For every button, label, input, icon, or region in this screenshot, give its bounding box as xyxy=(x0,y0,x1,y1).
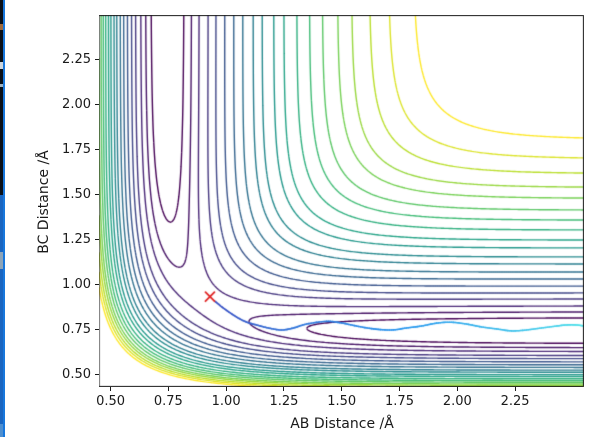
x-tick-label: 1.75 xyxy=(385,394,414,409)
x-tick-label: 0.75 xyxy=(153,394,183,409)
x-tick-label: 2.25 xyxy=(500,394,530,409)
y-tick-label: 1.50 xyxy=(62,186,91,202)
y-tick-mark xyxy=(95,284,99,286)
y-tick-label: 0.50 xyxy=(62,366,91,382)
y-tick-mark xyxy=(95,239,99,241)
x-tick-mark xyxy=(283,387,285,391)
y-tick-label: 0.75 xyxy=(62,321,91,337)
y-tick-label: 1.75 xyxy=(62,141,91,157)
x-tick-mark xyxy=(399,387,401,391)
window-edge-strip xyxy=(0,0,6,437)
x-tick-mark xyxy=(514,387,516,391)
window-edge-top xyxy=(0,0,3,195)
window-edge-mark xyxy=(0,84,3,87)
x-tick-mark xyxy=(110,387,112,391)
y-tick-mark xyxy=(95,59,99,61)
window-edge-mark xyxy=(0,424,3,437)
y-tick-mark xyxy=(95,149,99,151)
window-edge-accent-line xyxy=(2,0,5,437)
x-axis-label: AB Distance /Å xyxy=(290,416,394,432)
y-tick-label: 1.00 xyxy=(62,276,91,292)
x-tick-label: 2.00 xyxy=(442,394,472,409)
x-tick-label: 1.00 xyxy=(211,394,241,409)
y-tick-label: 1.25 xyxy=(62,231,91,247)
contour-plot-canvas xyxy=(99,15,584,387)
window-edge-mark xyxy=(0,252,3,269)
y-tick-label: 2.25 xyxy=(62,51,91,67)
y-tick-mark xyxy=(95,329,99,331)
y-axis-label: BC Distance /Å xyxy=(36,150,52,254)
x-tick-label: 1.50 xyxy=(327,394,357,409)
window-edge-mark xyxy=(0,62,3,69)
window-edge-bottom xyxy=(0,195,3,437)
x-tick-mark xyxy=(225,387,227,391)
x-tick-mark xyxy=(456,387,458,391)
x-tick-mark xyxy=(167,387,169,391)
y-tick-mark xyxy=(95,104,99,106)
figure: 0.50 0.75 1.00 1.25 1.50 1.75 2.00 2.25 0.50 0.75… xyxy=(6,0,602,437)
y-tick-mark xyxy=(95,374,99,376)
y-tick-label: 2.00 xyxy=(62,96,91,112)
x-tick-label: 0.50 xyxy=(96,394,126,409)
window-edge-mark xyxy=(0,24,3,30)
x-tick-mark xyxy=(341,387,343,391)
x-tick-label: 1.25 xyxy=(269,394,299,409)
y-tick-mark xyxy=(95,194,99,196)
